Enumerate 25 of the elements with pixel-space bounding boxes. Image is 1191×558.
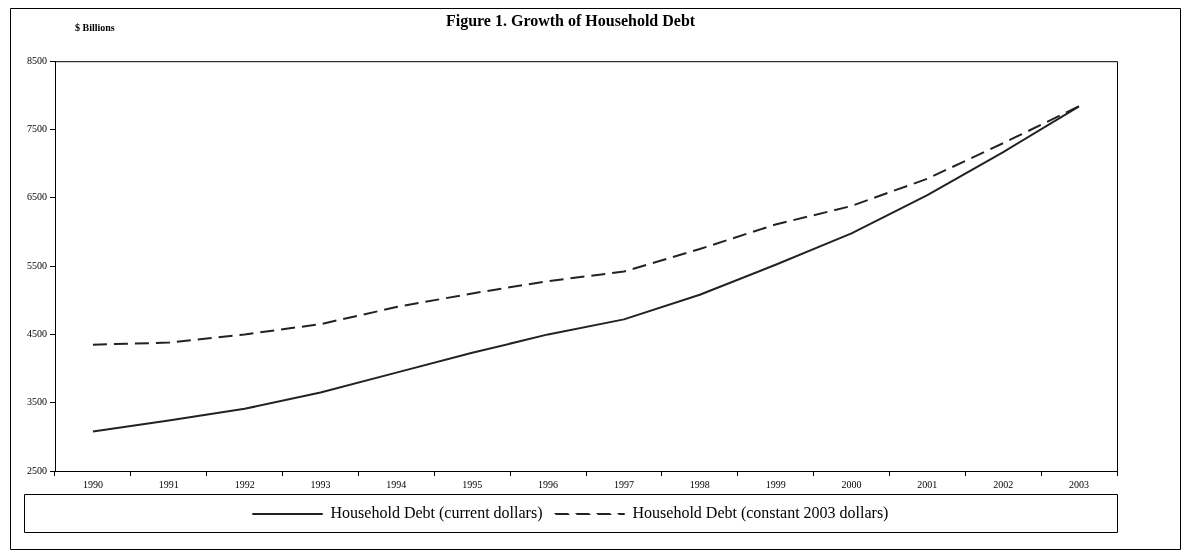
x-tick-label: 1994	[386, 478, 407, 490]
x-tick-label: 1993	[310, 478, 331, 490]
x-tick-label: 1999	[765, 478, 786, 490]
x-tick-label: 2003	[1069, 478, 1090, 490]
x-tick-label: 1995	[462, 478, 483, 490]
y-tick-label: 2500	[27, 464, 47, 476]
x-tick-label: 1990	[82, 478, 103, 490]
y-tick-label: 8500	[27, 54, 47, 66]
chart-title: Figure 1. Growth of Household Debt	[445, 11, 696, 30]
y-tick-label: 4500	[27, 328, 47, 340]
y-axis-title: $ Billions	[75, 21, 115, 33]
x-tick-label: 1992	[234, 478, 255, 490]
x-tick-label: 1997	[613, 478, 634, 490]
y-tick-label: 5500	[27, 259, 47, 271]
y-tick-label: 6500	[27, 191, 47, 203]
legend-label: Household Debt (constant 2003 dollars)	[632, 504, 889, 523]
x-tick-label: 1991	[158, 478, 179, 490]
legend-label: Household Debt (current dollars)	[330, 504, 543, 523]
x-tick-label: 2001	[917, 478, 938, 490]
y-tick-label: 7500	[27, 123, 47, 135]
x-tick-label: 2000	[841, 478, 862, 490]
x-tick-label: 1996	[538, 478, 559, 490]
y-tick-label: 3500	[27, 396, 47, 408]
x-tick-label: 2002	[993, 478, 1014, 490]
x-tick-label: 1998	[689, 478, 710, 490]
